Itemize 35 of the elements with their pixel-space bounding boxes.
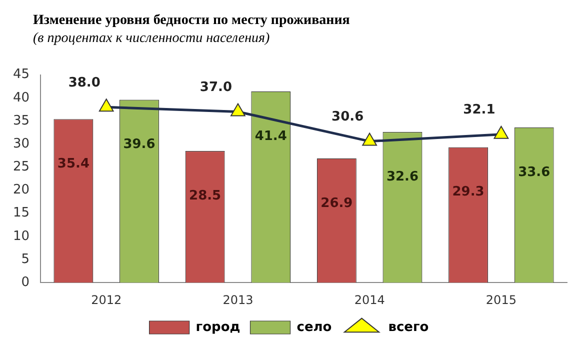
data-label: 26.9 — [320, 196, 353, 211]
data-label: 41.4 — [254, 128, 287, 144]
chart-title: Изменение уровня бедности по месту проживания — [33, 13, 350, 29]
x-tick-label: 2014 — [354, 292, 385, 307]
data-label: 32.1 — [463, 102, 496, 118]
point — [98, 98, 114, 112]
point — [494, 126, 509, 139]
data-label: 38.0 — [68, 76, 100, 90]
data-label: 39.6 — [123, 137, 156, 152]
x-tick-label: 2013 — [222, 292, 254, 307]
data-label: 32.6 — [386, 169, 419, 184]
legend-label: село — [296, 320, 332, 335]
data-label: 33.6 — [518, 164, 550, 180]
x-tick-label: 2012 — [91, 292, 122, 307]
y-tick-label: 5 — [21, 252, 30, 267]
y-tick-label: 10 — [12, 228, 30, 244]
y-tick-label: 20 — [12, 182, 30, 198]
data-label: 30.6 — [332, 110, 364, 125]
point — [362, 132, 378, 146]
y-tick-label: 35 — [12, 113, 30, 128]
data-label: 28.5 — [189, 188, 222, 204]
chart-subtitle: (в процентах к численности населения) — [33, 31, 270, 47]
x-tick-label: 2015 — [486, 292, 516, 307]
legend-label: всего — [388, 320, 429, 335]
point — [230, 103, 246, 116]
data-label: 37.0 — [200, 80, 232, 96]
data-label: 29.3 — [452, 184, 484, 200]
data-label: 35.4 — [57, 156, 90, 172]
legend-label: город — [196, 320, 240, 335]
y-tick-label: 0 — [21, 274, 30, 290]
y-tick-label: 40 — [12, 90, 30, 106]
y-tick-label: 15 — [12, 206, 30, 221]
y-tick-label: 30 — [12, 136, 30, 152]
y-tick-label: 45 — [12, 67, 30, 82]
y-tick-label: 25 — [12, 160, 30, 175]
